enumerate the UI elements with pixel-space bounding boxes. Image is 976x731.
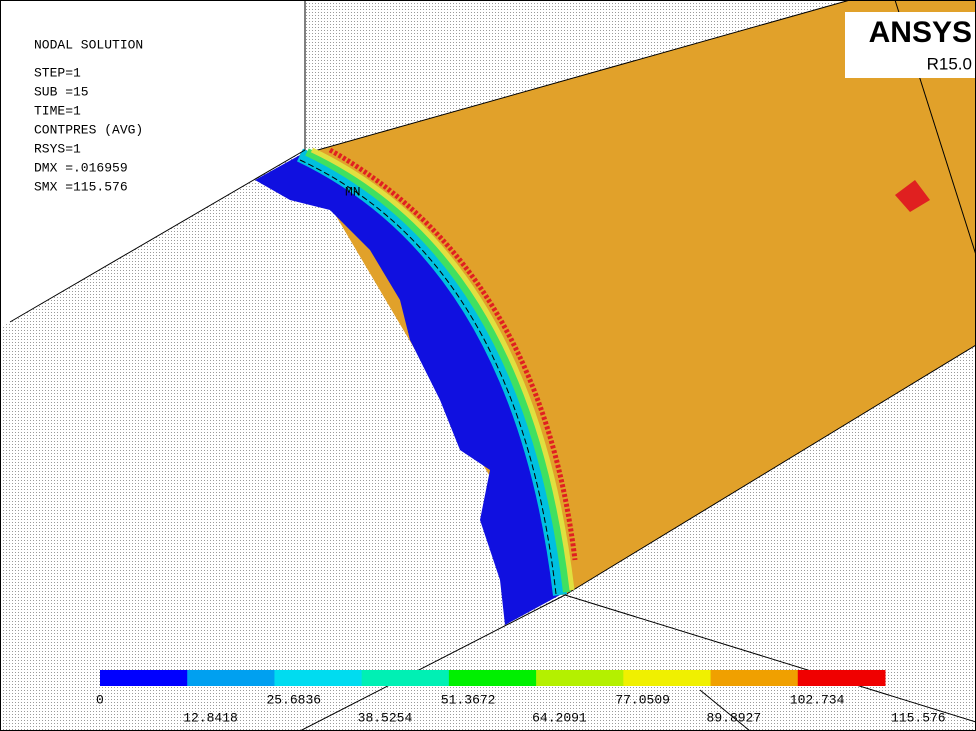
legend-band <box>536 670 624 686</box>
info-line: CONTPRES (AVG) <box>34 122 143 137</box>
legend-label: 64.2091 <box>532 710 587 725</box>
legend-band <box>362 670 450 686</box>
legend-label: 25.6836 <box>266 692 321 707</box>
legend-band <box>623 670 711 686</box>
info-line: DMX =.016959 <box>34 160 128 175</box>
page: {"info": {"lines": ["NODAL SOLUTION", "S… <box>0 0 976 731</box>
legend-label: 38.5254 <box>358 710 413 725</box>
logo-release: R15.0 <box>927 54 972 73</box>
min-label: MN <box>345 184 361 199</box>
info-line: NODAL SOLUTION <box>34 37 143 52</box>
logo-name: ANSYS <box>869 16 972 49</box>
info-line: SMX =115.576 <box>34 179 128 194</box>
legend-label: 77.0509 <box>615 692 670 707</box>
legend-band <box>274 670 362 686</box>
legend-band <box>187 670 275 686</box>
legend-label: 0 <box>96 692 104 707</box>
legend-band <box>798 670 886 686</box>
legend-label: 12.8418 <box>183 710 238 725</box>
info-line: SUB =15 <box>34 84 89 99</box>
legend-label: 102.734 <box>790 692 845 707</box>
legend-label: 89.8927 <box>707 710 762 725</box>
legend-band <box>449 670 537 686</box>
legend-label: 51.3672 <box>441 692 496 707</box>
legend-label: 115.576 <box>891 710 946 725</box>
body: MN NODAL SOLUTION STEP=1 SUB =15 TIME=1 CONT… <box>0 0 976 731</box>
info-line: TIME=1 <box>34 103 81 118</box>
legend-band <box>711 670 799 686</box>
info-line: RSYS=1 <box>34 141 81 156</box>
info-line: STEP=1 <box>34 65 81 80</box>
legend-band <box>100 670 188 686</box>
viewport: MN NODAL SOLUTION STEP=1 SUB =15 TIME=1 CONT… <box>0 0 976 731</box>
